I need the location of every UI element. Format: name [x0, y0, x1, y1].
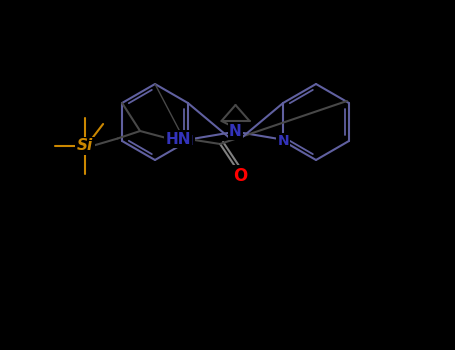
Text: N: N [182, 134, 194, 148]
Text: HN: HN [165, 132, 191, 147]
Text: N: N [277, 134, 289, 148]
Text: Si: Si [77, 139, 93, 154]
Text: O: O [233, 167, 247, 185]
Text: N: N [229, 124, 242, 139]
